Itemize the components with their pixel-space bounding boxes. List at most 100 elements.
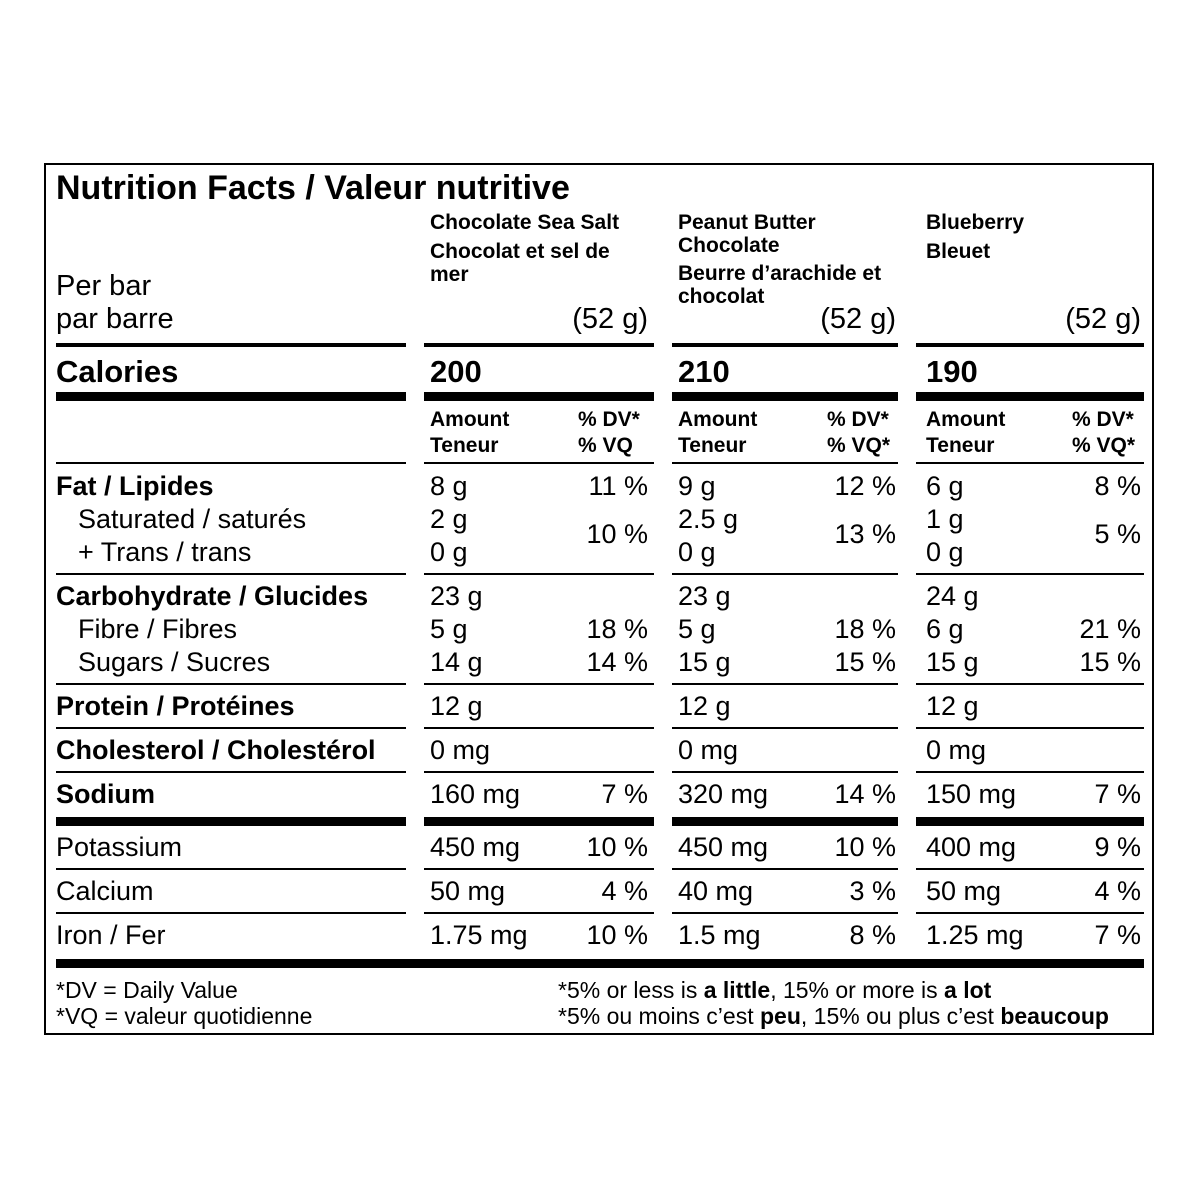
col3-protein-value: 12 g bbox=[926, 691, 979, 721]
col1-trans-value: 0 g bbox=[430, 537, 468, 567]
col1-dv-header: % DV* bbox=[578, 408, 640, 431]
row-divider bbox=[916, 727, 1144, 729]
col1-iron-value: 1.75 mg bbox=[430, 920, 528, 950]
footnote-scale-fr: *5% ou moins c’est peu, 15% ou plus c’es… bbox=[558, 1003, 1109, 1029]
serving-rule bbox=[916, 343, 1144, 347]
row-divider bbox=[56, 912, 406, 914]
footnote-dv: *DV = Daily Value bbox=[56, 977, 238, 1003]
protein-label: Protein / Protéines bbox=[56, 691, 295, 721]
footnote-vq: *VQ = valeur quotidienne bbox=[56, 1003, 313, 1029]
col2-sodium-dv: 14 % bbox=[834, 779, 896, 809]
col1-carb-value: 23 g bbox=[430, 581, 483, 611]
calories-thick-rule bbox=[916, 392, 1144, 401]
row-divider bbox=[672, 573, 898, 575]
col3-iron-value: 1.25 mg bbox=[926, 920, 1024, 950]
per-bar-label: Per bar bbox=[56, 270, 152, 302]
col2-fibre-dv: 18 % bbox=[834, 614, 896, 644]
col3-fibre-dv: 21 % bbox=[1079, 614, 1141, 644]
col2-sugars-value: 15 g bbox=[678, 647, 731, 677]
row-divider bbox=[56, 462, 406, 464]
col1-cholesterol-value: 0 mg bbox=[430, 735, 491, 765]
row-divider bbox=[672, 771, 898, 773]
col3-calcium-dv: 4 % bbox=[1094, 876, 1141, 906]
col3-sugars-value: 15 g bbox=[926, 647, 979, 677]
row-divider bbox=[424, 912, 654, 914]
saturated-label: Saturated / saturés bbox=[78, 504, 307, 534]
col1-vq-header: % VQ bbox=[578, 434, 633, 457]
row-divider bbox=[56, 727, 406, 729]
col2-cholesterol-value: 0 mg bbox=[678, 735, 739, 765]
row-divider bbox=[672, 683, 898, 685]
col1-fibre-dv: 18 % bbox=[586, 614, 648, 644]
col3-fat-dv: 8 % bbox=[1094, 471, 1141, 501]
row-divider bbox=[672, 462, 898, 464]
serving-rule bbox=[56, 343, 406, 347]
col1-sodium-dv: 7 % bbox=[601, 779, 648, 809]
col1-fibre-value: 5 g bbox=[430, 614, 468, 644]
col2-name-fr: Beurre d’arachide et chocolat bbox=[678, 262, 882, 308]
col1-sugars-dv: 14 % bbox=[586, 647, 648, 677]
col1-calcium-dv: 4 % bbox=[601, 876, 648, 906]
calories-thick-rule bbox=[424, 392, 654, 401]
footer-thick-rule bbox=[56, 959, 1144, 968]
col3-saturated-value: 1 g bbox=[926, 504, 964, 534]
col2-fat-dv: 12 % bbox=[834, 471, 896, 501]
serving-rule bbox=[424, 343, 654, 347]
col3-vq-header: % VQ* bbox=[1072, 434, 1136, 457]
col2-teneur-header: Teneur bbox=[678, 434, 747, 457]
row-divider bbox=[916, 462, 1144, 464]
panel-title: Nutrition Facts / Valeur nutritive bbox=[56, 169, 570, 207]
fibre-label: Fibre / Fibres bbox=[78, 614, 238, 644]
row-divider bbox=[424, 573, 654, 575]
sodium-thick-rule bbox=[56, 817, 406, 826]
col1-name-en: Chocolate Sea Salt bbox=[430, 211, 620, 234]
row-divider bbox=[916, 683, 1144, 685]
col2-dv-header: % DV* bbox=[827, 408, 889, 431]
col2-name-en: Peanut Butter Chocolate bbox=[678, 211, 816, 257]
sodium-thick-rule bbox=[916, 817, 1144, 826]
col3-fibre-value: 6 g bbox=[926, 614, 964, 644]
sodium-thick-rule bbox=[672, 817, 898, 826]
col3-serving-size: (52 g) bbox=[1065, 303, 1141, 335]
sodium-label: Sodium bbox=[56, 779, 155, 809]
col2-iron-dv: 8 % bbox=[849, 920, 896, 950]
col2-sodium-value: 320 mg bbox=[678, 779, 769, 809]
col3-teneur-header: Teneur bbox=[926, 434, 995, 457]
col3-cholesterol-value: 0 mg bbox=[926, 735, 987, 765]
footnote-scale-en: *5% or less is a little, 15% or more is … bbox=[558, 977, 992, 1003]
col3-amount-header: Amount bbox=[926, 408, 1006, 431]
col3-calories: 190 bbox=[926, 354, 978, 389]
col3-sodium-dv: 7 % bbox=[1094, 779, 1141, 809]
col2-amount-header: Amount bbox=[678, 408, 758, 431]
nutrition-facts-panel bbox=[44, 163, 1154, 1035]
col1-amount-header: Amount bbox=[430, 408, 510, 431]
col1-sugars-value: 14 g bbox=[430, 647, 483, 677]
row-divider bbox=[424, 727, 654, 729]
col2-trans-value: 0 g bbox=[678, 537, 716, 567]
col2-sat-trans-dv: 13 % bbox=[834, 519, 896, 549]
col1-calcium-value: 50 mg bbox=[430, 876, 506, 906]
row-divider bbox=[424, 771, 654, 773]
row-divider bbox=[424, 868, 654, 870]
col3-sugars-dv: 15 % bbox=[1079, 647, 1141, 677]
trans-label: + Trans / trans bbox=[78, 537, 252, 567]
per-bar-label-fr: par barre bbox=[56, 303, 174, 335]
col2-calcium-value: 40 mg bbox=[678, 876, 754, 906]
col3-potassium-dv: 9 % bbox=[1094, 832, 1141, 862]
col3-carb-value: 24 g bbox=[926, 581, 979, 611]
fat-label: Fat / Lipides bbox=[56, 471, 214, 501]
col2-serving-size: (52 g) bbox=[820, 303, 896, 335]
col1-teneur-header: Teneur bbox=[430, 434, 499, 457]
calories-thick-rule bbox=[56, 392, 406, 401]
col2-sugars-dv: 15 % bbox=[834, 647, 896, 677]
iron-label: Iron / Fer bbox=[56, 920, 166, 950]
row-divider bbox=[916, 868, 1144, 870]
col1-protein-value: 12 g bbox=[430, 691, 483, 721]
col1-fat-dv: 11 % bbox=[588, 471, 648, 501]
serving-rule bbox=[672, 343, 898, 347]
col1-name-fr: Chocolat et sel de mer bbox=[430, 240, 610, 286]
col1-sat-trans-dv: 10 % bbox=[586, 519, 648, 549]
calcium-label: Calcium bbox=[56, 876, 154, 906]
col2-potassium-dv: 10 % bbox=[834, 832, 896, 862]
col2-vq-header: % VQ* bbox=[827, 434, 891, 457]
